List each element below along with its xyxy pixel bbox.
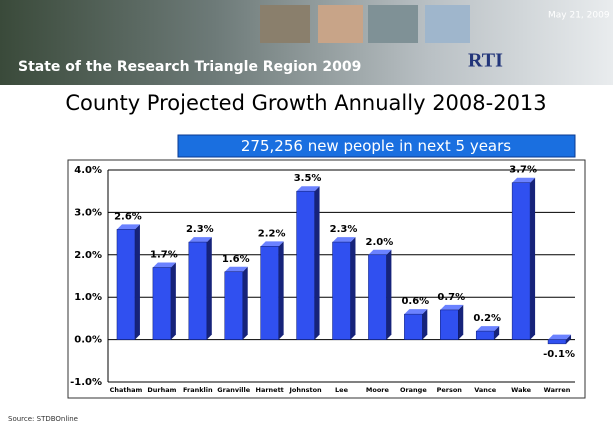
bar [511, 182, 531, 340]
header-date: May 21, 2009 [548, 11, 610, 21]
bar-side [386, 249, 392, 340]
x-tick-label: Harnett [256, 386, 284, 394]
y-tick-label: 0.0% [74, 335, 102, 346]
y-tick-label: 3.0% [74, 207, 102, 218]
value-label: 2.0% [366, 237, 394, 248]
bar-side [206, 237, 212, 340]
chart-border [67, 159, 586, 399]
photo [368, 5, 418, 43]
value-label: 3.5% [294, 173, 322, 184]
value-label: 1.6% [222, 254, 250, 265]
x-tick-label: Durham [147, 386, 176, 394]
y-tick-label: 4.0% [74, 165, 102, 176]
bar [188, 241, 208, 340]
bar-top [188, 237, 212, 243]
x-tick-label: Granville [217, 386, 250, 394]
x-tick-label: Person [437, 386, 463, 394]
bar [116, 229, 136, 340]
bar-top [332, 237, 356, 243]
bar-side [566, 334, 572, 344]
x-tick-label: Vance [474, 386, 497, 394]
y-tick-label: 1.0% [74, 292, 102, 303]
value-label: 2.3% [330, 224, 358, 235]
chart-title: County Projected Growth Annually 2008-20… [65, 91, 546, 115]
bar-top [116, 224, 140, 230]
bar-top [476, 326, 500, 332]
y-tick-label: 2.0% [74, 250, 102, 261]
bar-top [548, 334, 572, 340]
logo: RTI [468, 50, 503, 72]
bar-side [242, 266, 248, 340]
bar-top [368, 249, 392, 255]
bar [440, 309, 459, 340]
bar [404, 313, 423, 340]
x-tick-label: Lee [335, 386, 349, 394]
source: Source: STDBOnline [8, 415, 78, 423]
bar [152, 267, 172, 340]
x-tick-label: Johnston [288, 386, 322, 394]
bar-top [224, 266, 248, 272]
value-label: 3.7% [509, 165, 537, 176]
bar [260, 246, 279, 340]
photo [260, 5, 310, 43]
value-label: 2.6% [114, 211, 142, 222]
bar-side [278, 241, 284, 340]
header-title: State of the Research Triangle Region 20… [18, 59, 361, 75]
x-tick-label: Chatham [110, 386, 143, 394]
x-tick-label: Wake [511, 386, 531, 394]
bar-side [170, 262, 176, 340]
y-tick-label: -1.0% [70, 377, 102, 388]
bar [475, 330, 495, 340]
bar-top [260, 241, 284, 247]
bar-top [404, 309, 428, 315]
value-label: 2.2% [258, 228, 286, 239]
bar-side [458, 304, 464, 340]
bar-top [440, 304, 464, 310]
x-tick-label: Orange [400, 386, 427, 394]
bar-side [134, 224, 140, 340]
bar-top [296, 186, 320, 192]
x-tick-label: Franklin [183, 386, 213, 394]
bar-side [350, 237, 356, 340]
bar [368, 254, 387, 340]
value-label: 2.3% [186, 224, 214, 235]
annotation: 275,256 new people in next 5 years [241, 137, 511, 155]
bar-top [152, 262, 176, 268]
value-label: 0.2% [473, 313, 501, 324]
value-label: -0.1% [543, 349, 575, 360]
bar [547, 339, 567, 345]
bar-side [314, 186, 320, 340]
bar [224, 271, 243, 340]
x-tick-label: Warren [544, 386, 571, 394]
bar-side [422, 309, 428, 340]
photo [318, 5, 363, 43]
bar [332, 241, 351, 340]
photo [425, 5, 470, 43]
x-tick-label: Moore [366, 386, 390, 394]
value-label: 0.6% [401, 296, 429, 307]
bar [296, 190, 315, 340]
annotation-box [177, 134, 576, 158]
bar-top [512, 177, 536, 183]
bar-side [530, 177, 536, 340]
value-label: 1.7% [150, 250, 178, 261]
value-label: 0.7% [437, 292, 465, 303]
bar-side [494, 326, 500, 340]
